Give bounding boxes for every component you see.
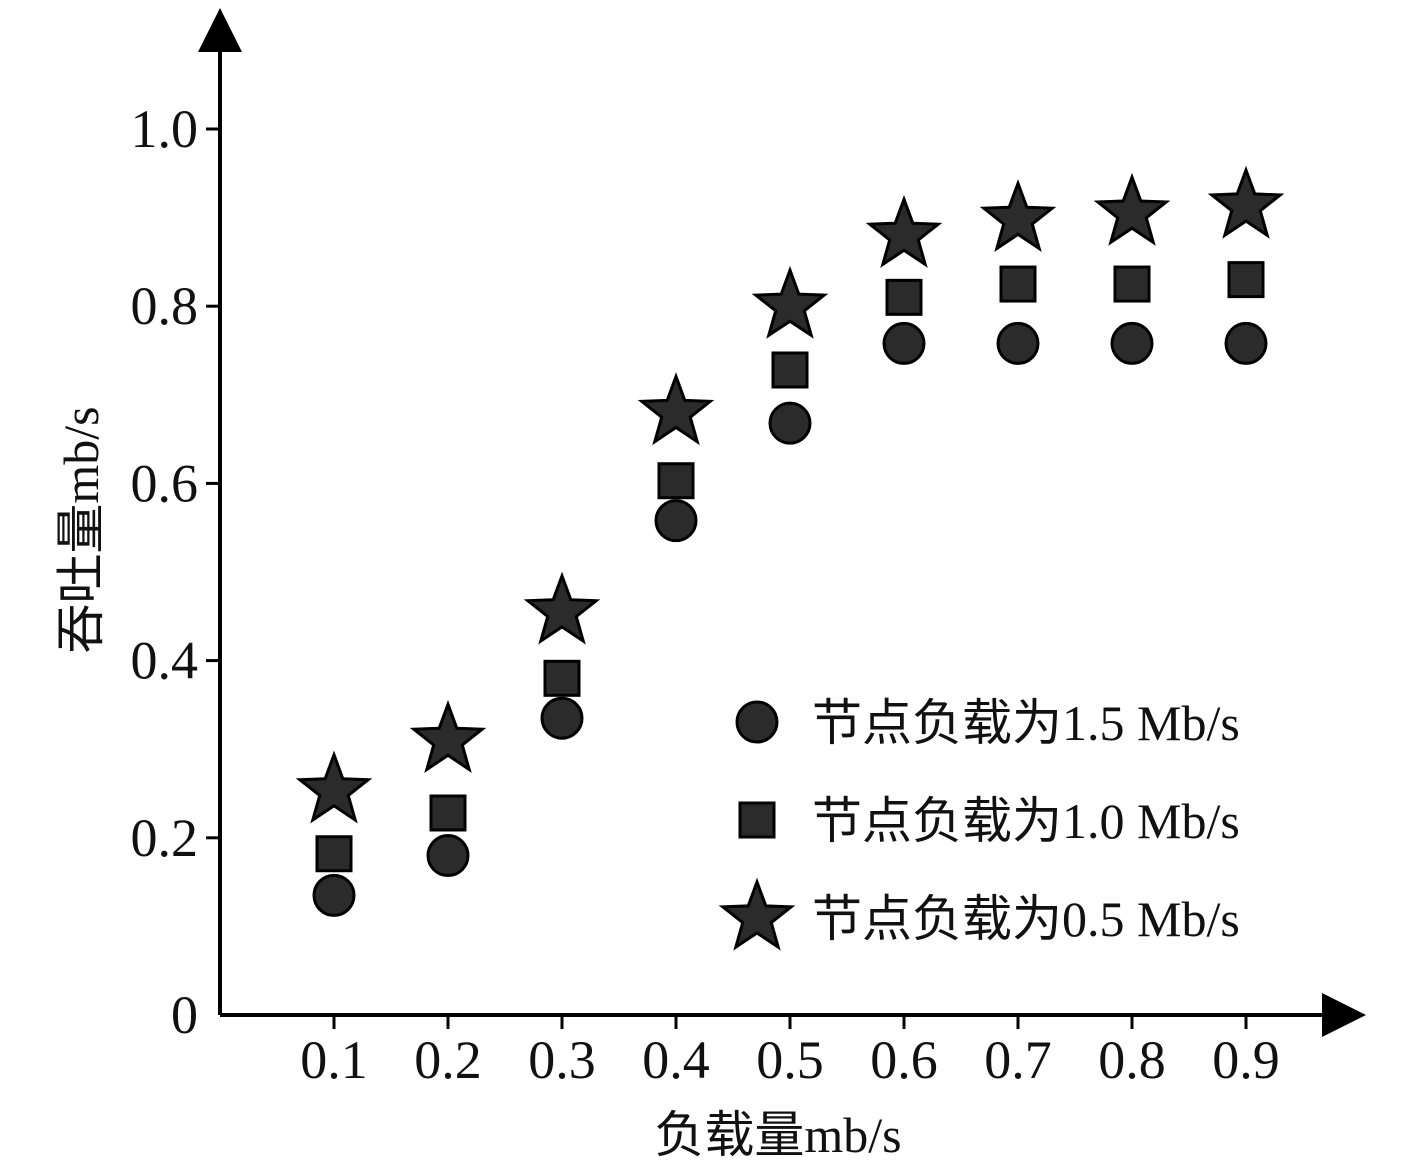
- x-tick-label: 0.4: [642, 1030, 710, 1090]
- x-axis-title: 负载量mb/s: [654, 1107, 901, 1163]
- y-tick-label: 0: [171, 985, 198, 1045]
- data-point-circle: [882, 321, 926, 365]
- x-tick-label: 0.9: [1212, 1030, 1280, 1090]
- y-tick-label: 0.4: [131, 631, 199, 691]
- data-point-square: [1113, 265, 1151, 303]
- x-axis-arrow: [1322, 993, 1366, 1037]
- legend-label: 节点负载为1.5 Mb/s: [812, 695, 1240, 751]
- data-point-square: [429, 794, 467, 832]
- data-point-star: [751, 265, 829, 339]
- series-star: [295, 165, 1285, 824]
- data-point-circle: [312, 873, 356, 917]
- data-point-star: [637, 372, 715, 446]
- data-point-star: [979, 179, 1057, 252]
- data-point-circle: [996, 321, 1040, 365]
- series-square: [315, 261, 1265, 873]
- y-tick-label: 0.2: [131, 808, 199, 868]
- data-point-star: [409, 699, 487, 774]
- legend-marker-square: [738, 801, 776, 839]
- ticks: 0.1 0.2 0.3 0.4 0.5 0.6 0.7 0.8 0.9 0 0.2 0.4 0.6 0.8…: [131, 99, 1280, 1090]
- data-point-square: [315, 835, 353, 873]
- y-axis-title: 吞吐量mb/s: [53, 406, 109, 653]
- data-point-square: [657, 462, 695, 500]
- legend-label: 节点负载为0.5 Mb/s: [812, 891, 1240, 947]
- data-point-circle: [768, 401, 812, 445]
- x-tick-label: 0.6: [870, 1030, 938, 1090]
- x-tick-label: 0.7: [984, 1030, 1052, 1090]
- data-point-square: [543, 659, 581, 697]
- data-point-square: [771, 351, 809, 389]
- axes: [198, 8, 1366, 1037]
- data-point-star: [295, 750, 373, 824]
- data-point-star: [1093, 172, 1171, 246]
- y-tick-label: 1.0: [131, 99, 199, 159]
- y-tick-label: 0.8: [131, 276, 199, 336]
- data-point-square: [885, 278, 923, 316]
- data-point-square: [999, 265, 1037, 303]
- data-point-star: [523, 571, 601, 645]
- x-tick-label: 0.3: [528, 1030, 596, 1090]
- data-point-star: [865, 194, 943, 268]
- data-point-square: [1227, 261, 1265, 299]
- legend-marker-circle: [735, 700, 779, 744]
- data-point-circle: [654, 499, 698, 543]
- data-point-circle: [540, 696, 584, 740]
- x-tick-label: 0.2: [414, 1030, 482, 1090]
- x-tick-label: 0.5: [756, 1030, 824, 1090]
- data-point-circle: [426, 834, 470, 878]
- legend: 节点负载为1.5 Mb/s 节点负载为1.0 Mb/s 节点负载为0.5 Mb/s: [718, 695, 1240, 951]
- series-circle: [312, 321, 1268, 917]
- legend-label: 节点负载为1.0 Mb/s: [812, 793, 1240, 849]
- data-point-star: [1207, 165, 1285, 239]
- legend-marker-star: [718, 877, 796, 951]
- data-marks: [295, 165, 1285, 917]
- data-point-circle: [1110, 321, 1154, 365]
- x-tick-label: 0.8: [1098, 1030, 1166, 1090]
- y-tick-label: 0.6: [131, 453, 199, 513]
- data-point-circle: [1224, 321, 1268, 365]
- x-tick-label: 0.1: [300, 1030, 368, 1090]
- y-axis-arrow: [198, 8, 242, 52]
